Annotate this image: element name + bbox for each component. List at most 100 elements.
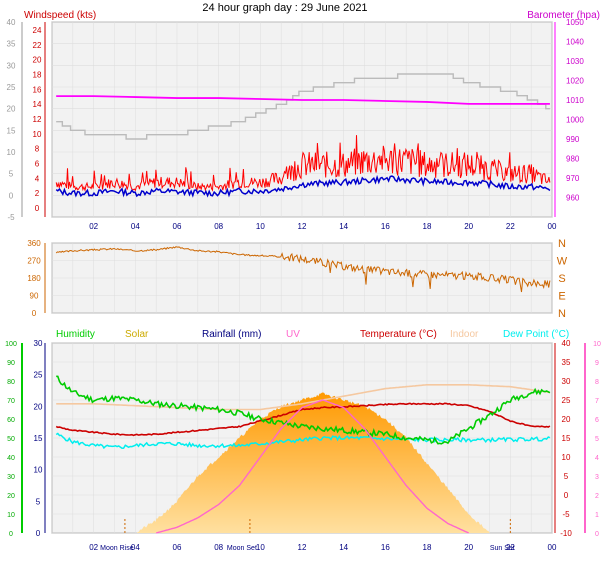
tick-label: 70 xyxy=(7,398,15,405)
x-tick-label: 10 xyxy=(256,222,265,231)
tick-label: -10 xyxy=(560,529,572,538)
compass-label: S xyxy=(558,273,565,285)
tick-label: 25 xyxy=(562,396,571,405)
tick-label: 960 xyxy=(566,194,580,203)
x-annotation: Moon Set xyxy=(227,545,257,552)
x-tick-label: 22 xyxy=(506,222,515,231)
x-tick-label: 08 xyxy=(214,543,223,552)
tick-label: 2 xyxy=(595,493,599,500)
series-humidity xyxy=(56,375,551,445)
tick-label: 20 xyxy=(7,105,16,114)
tick-label: 15 xyxy=(34,434,43,443)
tick-label: 970 xyxy=(566,174,580,183)
tick-label: 30 xyxy=(34,339,43,348)
ylabel-left: Windspeed (kts) xyxy=(24,10,96,21)
x-tick-label: 10 xyxy=(256,543,265,552)
tick-label: 25 xyxy=(7,83,16,92)
compass-label: N xyxy=(558,238,566,250)
x-tick-label: 08 xyxy=(214,222,223,231)
tick-label: 4 xyxy=(35,174,40,183)
series-temperature xyxy=(55,402,551,437)
tick-label: 1040 xyxy=(566,38,584,47)
x-tick-label: 06 xyxy=(173,222,182,231)
x-tick-label: 12 xyxy=(298,543,307,552)
tick-label: 1020 xyxy=(566,77,584,86)
x-tick-label: 00 xyxy=(548,222,557,231)
tick-label: 100 xyxy=(5,341,17,348)
x-tick-label: 04 xyxy=(131,222,140,231)
tick-label: 270 xyxy=(27,257,41,266)
tick-label: 14 xyxy=(33,100,42,109)
tick-label: 1010 xyxy=(566,96,584,105)
tick-label: 20 xyxy=(34,402,43,411)
tick-label: 10 xyxy=(7,148,16,157)
legend-entry: Rainfall (mm) xyxy=(202,329,261,340)
tick-label: 990 xyxy=(566,135,580,144)
compass-label: E xyxy=(558,291,565,303)
legend-entry: Dew Point (°C) xyxy=(503,329,569,340)
series-avg xyxy=(55,174,551,198)
compass-label: N xyxy=(558,308,566,320)
series-wind-gray xyxy=(56,73,550,140)
tick-label: -5 xyxy=(562,510,570,519)
x-tick-label: 02 xyxy=(89,222,98,231)
legend-entry: Humidity xyxy=(56,329,95,340)
tick-label: 35 xyxy=(562,358,571,367)
tick-label: 10 xyxy=(33,130,42,139)
tick-label: 1 xyxy=(595,512,599,519)
tick-label: 15 xyxy=(7,126,16,135)
x-tick-label: 14 xyxy=(339,543,348,552)
tick-label: 30 xyxy=(7,474,15,481)
series-direction xyxy=(55,246,551,293)
tick-label: 40 xyxy=(7,18,16,27)
tick-label: 15 xyxy=(562,434,571,443)
legend-entry: Temperature (°C) xyxy=(360,329,437,340)
x-tick-label: 00 xyxy=(548,543,557,552)
tick-label: 5 xyxy=(564,472,569,481)
series-barometer xyxy=(56,95,550,105)
ylabel-right: Barometer (hpa) xyxy=(527,10,600,21)
tick-label: 5 xyxy=(9,170,14,179)
tick-label: 3 xyxy=(595,474,599,481)
x-tick-label: 16 xyxy=(381,543,390,552)
tick-label: 40 xyxy=(7,455,15,462)
tick-label: 10 xyxy=(34,466,43,475)
tick-label: 8 xyxy=(595,379,599,386)
tick-label: 6 xyxy=(35,160,40,169)
x-tick-label: 14 xyxy=(339,222,348,231)
series-gust xyxy=(55,135,551,193)
tick-label: 24 xyxy=(33,26,42,35)
x-tick-label: 20 xyxy=(464,543,473,552)
x-tick-label: 04 xyxy=(131,543,140,552)
series-indoor xyxy=(56,384,550,411)
tick-label: 30 xyxy=(7,61,16,70)
tick-label: 10 xyxy=(7,512,15,519)
tick-label: 20 xyxy=(7,493,15,500)
x-tick-label: 16 xyxy=(381,222,390,231)
series-dewpoint xyxy=(55,432,551,450)
tick-label: 5 xyxy=(36,497,41,506)
tick-label: 22 xyxy=(33,41,42,50)
tick-label: 0 xyxy=(9,531,13,538)
legend-entry: Solar xyxy=(125,329,149,340)
x-annotation: Sun Set xyxy=(490,545,515,552)
tick-label: 4 xyxy=(595,455,599,462)
tick-label: 30 xyxy=(562,377,571,386)
tick-label: 90 xyxy=(30,292,39,301)
tick-label: 6 xyxy=(595,417,599,424)
tick-label: 40 xyxy=(562,339,571,348)
x-tick-label: 20 xyxy=(464,222,473,231)
tick-label: 180 xyxy=(27,274,41,283)
chart-title: 24 hour graph day : 29 June 2021 xyxy=(202,2,367,14)
tick-label: 7 xyxy=(595,398,599,405)
x-tick-label: 06 xyxy=(173,543,182,552)
x-tick-label: 22 xyxy=(506,543,515,552)
x-tick-label: 18 xyxy=(423,543,432,552)
legend-entry: Indoor xyxy=(450,329,479,340)
tick-label: 80 xyxy=(7,379,15,386)
tick-label: 2 xyxy=(35,189,40,198)
legend-entry: UV xyxy=(286,329,300,340)
tick-label: 0 xyxy=(595,531,599,538)
tick-label: 10 xyxy=(593,341,601,348)
